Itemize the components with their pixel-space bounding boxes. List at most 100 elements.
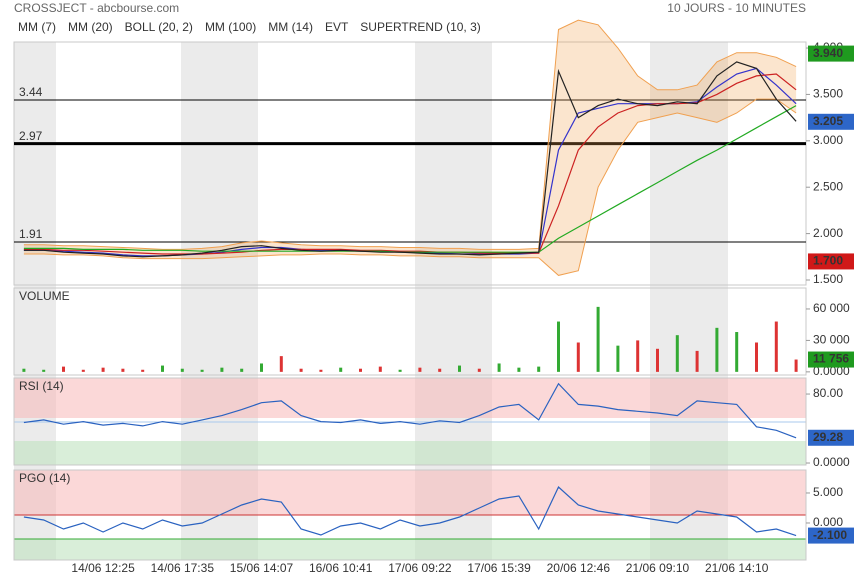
x-tick-label: 21/06 09:10 [626, 561, 690, 575]
volume-bar [418, 367, 422, 372]
y-tick-label: 2.500 [813, 179, 843, 193]
volume-bar [279, 356, 283, 372]
price-badge [808, 45, 854, 62]
pgo-zones [14, 470, 806, 560]
y-tick-label: 60 000 [813, 301, 850, 315]
volume-bar [477, 368, 481, 372]
volume-bar [715, 327, 719, 372]
volume-bar [517, 367, 521, 372]
level-label: 1.91 [19, 227, 43, 241]
x-tick-label: 14/06 17:35 [151, 561, 215, 575]
pgo-frame [13, 469, 807, 561]
rsi-zones [14, 378, 806, 465]
legend-entry: BOLL (20, 2) [125, 20, 193, 34]
x-tick-label: 16/06 10:41 [309, 561, 373, 575]
volume-bar [656, 348, 659, 372]
legend-entry: MM (100) [205, 20, 256, 34]
value-badge [808, 351, 854, 368]
x-tick-label: 14/06 12:25 [71, 561, 135, 575]
volume-frame [13, 287, 807, 376]
price-frame [13, 41, 807, 286]
volume-bar [458, 365, 461, 372]
value-badge-label: 11 756 [813, 352, 849, 366]
legend-entry: SUPERTREND (10, 3) [360, 20, 480, 34]
price-badge [808, 113, 854, 130]
x-tick-label: 15/06 14:07 [230, 561, 294, 575]
legend-entry: MM (14) [268, 20, 313, 34]
volume-bar [675, 335, 679, 372]
level-label: 2.97 [19, 129, 43, 143]
x-tick-label: 17/06 09:22 [388, 561, 452, 575]
volume-bar [62, 366, 65, 372]
volume-bar [180, 368, 184, 372]
volume-bar [398, 369, 402, 372]
volume-bar [616, 345, 620, 372]
boll-lower [23, 98, 797, 276]
volume-bar [576, 342, 580, 372]
panel-title: RSI (14) [19, 379, 64, 393]
volume-bar [161, 365, 164, 372]
volume-bar [339, 367, 343, 372]
volume-bar [596, 306, 600, 372]
legend-entry: MM (20) [68, 20, 113, 34]
price-badge [808, 253, 854, 270]
indicator-line [23, 486, 797, 537]
value-badge [808, 429, 854, 446]
overbought-zone [14, 378, 806, 418]
volume-bar [81, 369, 85, 372]
volume-bar [636, 340, 640, 372]
price-badge-label: 3.940 [813, 46, 843, 60]
panel-title: VOLUME [19, 289, 70, 303]
x-tick-label: 21/06 14:10 [705, 561, 769, 575]
volume-bar [794, 359, 798, 372]
header-period: 10 JOURS - 10 MINUTES [667, 1, 806, 15]
x-tick-label: 17/06 15:39 [467, 561, 531, 575]
y-tick-label: 2.000 [813, 226, 843, 240]
panel-frames [13, 41, 807, 561]
volume-bar [359, 368, 362, 372]
volume-bar [42, 369, 46, 372]
legend-entry: EVT [325, 20, 349, 34]
price-badge-label: 3.205 [813, 114, 843, 128]
volume-bar [200, 369, 204, 372]
x-tick-label: 20/06 12:46 [547, 561, 611, 575]
y-tick-label: 3.500 [813, 87, 843, 101]
volume-bar [240, 368, 244, 372]
pgo-low-zone [14, 539, 806, 560]
volume-bar [22, 368, 26, 372]
volume-bar [735, 332, 739, 372]
y-tick-label: 0.000 [813, 515, 843, 529]
volume-bar [260, 363, 263, 372]
y-tick-label: 1.500 [813, 272, 843, 286]
y-tick-label: 5.000 [813, 485, 843, 499]
boll-upper [23, 19, 797, 250]
volume-bar [220, 367, 224, 372]
volume-bar [497, 363, 501, 372]
volume-bar [537, 366, 541, 372]
y-tick-label: 3.000 [813, 133, 843, 147]
panel-title: PGO (14) [19, 471, 70, 485]
oversold-zone [14, 441, 806, 465]
boll-band [23, 20, 797, 276]
pgo-high-zone [14, 470, 806, 515]
volume-bar [774, 321, 778, 372]
legend-entry: MM (7) [18, 20, 56, 34]
volume-bar [299, 368, 303, 372]
volume-bar [101, 367, 105, 372]
value-badge-label: 29.28 [813, 430, 843, 444]
y-tick-label: 80.00 [813, 386, 843, 400]
header-title: CROSSJECT - abcbourse.com [14, 1, 179, 15]
level-label: 3.44 [19, 85, 43, 99]
volume-bar [557, 321, 560, 372]
volume-bar [755, 342, 758, 372]
volume-bar [121, 368, 125, 372]
indicator-line [23, 382, 797, 439]
price-line [23, 61, 797, 258]
volume-bar [319, 369, 323, 372]
volume-bar [438, 368, 442, 372]
price-badge-label: 1.700 [813, 254, 843, 268]
volume-bar [378, 366, 382, 372]
value-badge-label: -2.100 [813, 528, 847, 542]
